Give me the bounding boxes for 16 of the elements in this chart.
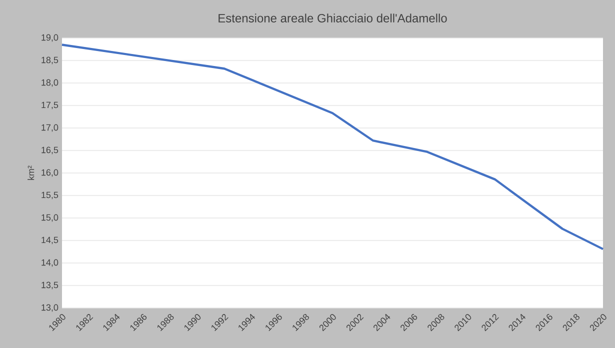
y-tick-label: 17,5 xyxy=(42,102,58,110)
y-tick-label: 15,5 xyxy=(42,192,58,200)
y-tick-label: 13,0 xyxy=(42,304,58,312)
y-tick-label: 17,0 xyxy=(42,124,58,132)
y-tick-label: 16,0 xyxy=(42,169,58,177)
y-tick-label: 18,0 xyxy=(42,79,58,87)
line-series xyxy=(60,44,604,250)
y-tick-label: 13,5 xyxy=(42,282,58,290)
chart-title: Estensione areale Ghiacciaio dell'Adamello xyxy=(218,14,447,22)
y-tick-label: 18,5 xyxy=(42,56,58,64)
y-tick-label: 19,0 xyxy=(42,34,58,42)
y-tick-label: 14,0 xyxy=(42,259,58,267)
y-tick-label: 16,5 xyxy=(42,146,58,154)
y-axis-title: km² xyxy=(28,166,34,180)
y-tick-label: 14,5 xyxy=(42,236,58,244)
y-tick-label: 15,0 xyxy=(42,214,58,222)
